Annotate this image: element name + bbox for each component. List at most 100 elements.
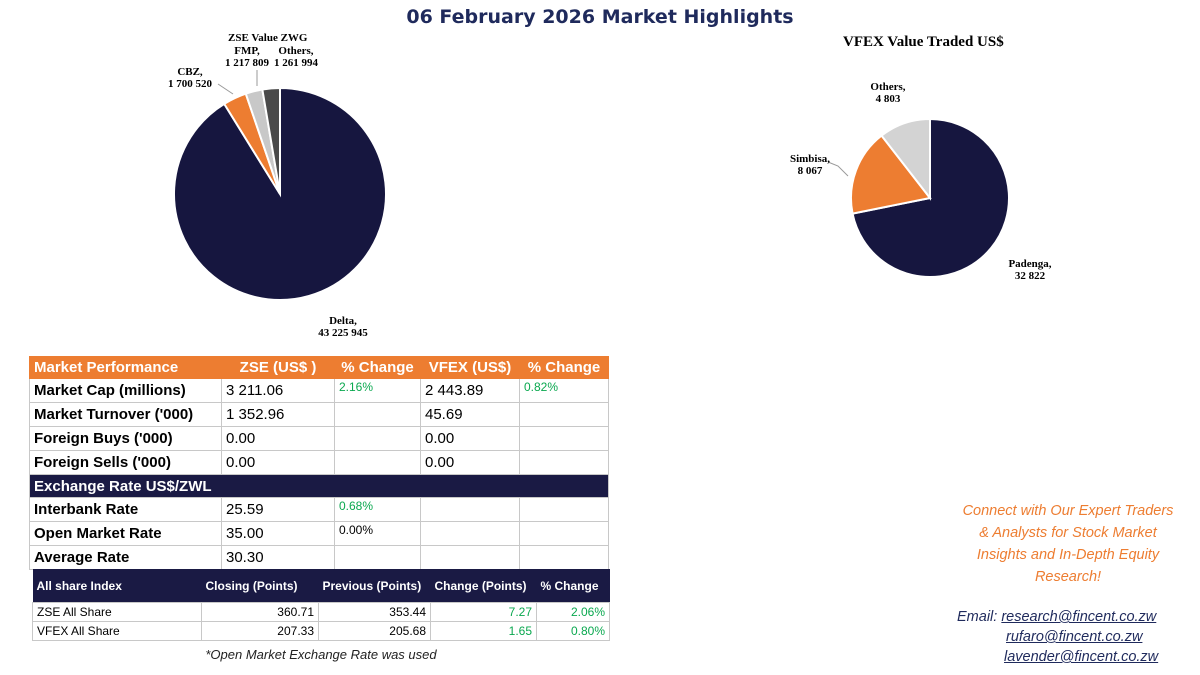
table-row: Open Market Rate 35.00 0.00% (29, 521, 609, 546)
slice-label-value: 8 067 (798, 165, 823, 177)
table-row: Average Rate 30.30 (29, 545, 609, 570)
leader-line (217, 83, 234, 95)
slice-label-name: FMP, (234, 45, 260, 57)
market-performance-table: Market Performance ZSE (US$ ) % Change V… (29, 356, 609, 570)
table-row: ZSE All Share 360.71 353.44 7.27 2.06% (32, 602, 610, 622)
slice-label-value: 1 261 994 (274, 57, 319, 69)
zse-chart-title: ZSE Value ZWG (228, 32, 308, 44)
vfex-value: 45.69 (420, 402, 520, 427)
slice-label-name: Delta, (329, 315, 357, 327)
header-cell: % Change (334, 356, 421, 379)
percent-change: 2.06% (536, 602, 610, 622)
empty-cell (420, 545, 520, 570)
zse-value: 0.00 (221, 426, 335, 451)
zse-change (334, 426, 421, 451)
vfex-change (519, 402, 609, 427)
zse-change: 2.16% (334, 378, 421, 403)
rate-value: 30.30 (221, 545, 335, 570)
market-table-header: Market Performance ZSE (US$ ) % Change V… (29, 356, 609, 379)
rate-change: 0.00% (334, 521, 421, 546)
row-label: Average Rate (29, 545, 222, 570)
rate-change: 0.68% (334, 497, 421, 522)
rate-value: 35.00 (221, 521, 335, 546)
footnote: *Open Market Exchange Rate was used (205, 647, 437, 662)
vfex-change (519, 426, 609, 451)
header-cell: Closing (Points) (201, 569, 319, 603)
empty-cell (420, 521, 520, 546)
email-label: Email: (957, 609, 1002, 625)
empty-cell (420, 497, 520, 522)
zse-value: 3 211.06 (221, 378, 335, 403)
slice-label-name: Others, (870, 81, 905, 93)
row-label: Open Market Rate (29, 521, 222, 546)
zse-value: 0.00 (221, 450, 335, 475)
zse-change (334, 450, 421, 475)
zse-value: 1 352.96 (221, 402, 335, 427)
previous-points: 205.68 (318, 621, 431, 641)
slice-label-value: 4 803 (876, 93, 901, 105)
rate-value: 25.59 (221, 497, 335, 522)
rate-change (334, 545, 421, 570)
row-label: Market Turnover ('000) (29, 402, 222, 427)
vfex-chart-title: VFEX Value Traded US$ (843, 34, 1004, 50)
promo-line: Connect with Our Expert Traders (962, 503, 1174, 519)
email-link-rufaro[interactable]: rufaro@fincent.co.zw (1006, 629, 1143, 645)
table-row: Market Turnover ('000) 1 352.96 45.69 (29, 402, 609, 427)
closing-points: 360.71 (201, 602, 319, 622)
slice-label-name: Simbisa, (790, 153, 830, 165)
promo-line: Insights and In-Depth Equity (976, 547, 1160, 563)
index-name: ZSE All Share (32, 602, 202, 622)
pie-slice-others (261, 86, 281, 195)
contact-emails: Email: research@fincent.co.zw rufaro@fin… (940, 607, 1180, 667)
header-cell: % Change (519, 356, 609, 379)
slice-label-value: 1 217 809 (225, 57, 270, 69)
table-row: Foreign Buys ('000) 0.00 0.00 (29, 426, 609, 451)
row-label: Market Cap (millions) (29, 378, 222, 403)
table-row: Foreign Sells ('000) 0.00 0.00 (29, 450, 609, 475)
slice-label-name: Others, (278, 45, 313, 57)
empty-cell (519, 545, 609, 570)
email-link-lavender[interactable]: lavender@fincent.co.zw (1004, 649, 1159, 665)
header-cell: ZSE (US$ ) (221, 356, 335, 379)
header-cell: % Change (536, 569, 610, 603)
change-points: 7.27 (430, 602, 537, 622)
slice-label-value: 1 700 520 (168, 78, 213, 90)
vfex-pie-chart: Padenga,32 822 Simbisa,8 067 Others,4 803 (790, 81, 1052, 282)
table-row: Interbank Rate 25.59 0.68% (29, 497, 609, 522)
empty-cell (519, 521, 609, 546)
slice-label-name: CBZ, (177, 66, 203, 78)
header-cell: Change (Points) (430, 569, 537, 603)
zse-change (334, 402, 421, 427)
promo-line: Research! (1034, 569, 1102, 585)
row-label: Interbank Rate (29, 497, 222, 522)
exchange-rate-header: Exchange Rate US$/ZWL (29, 474, 609, 498)
table-row: Market Cap (millions) 3 211.06 2.16% 2 4… (29, 378, 609, 403)
percent-change: 0.80% (536, 621, 610, 641)
header-cell: VFEX (US$) (420, 356, 520, 379)
vfex-value: 2 443.89 (420, 378, 520, 403)
slice-label-value: 43 225 945 (318, 327, 368, 339)
row-label: Foreign Buys ('000) (29, 426, 222, 451)
zse-pie-chart: Delta,43 225 945 CBZ,1 700 520 FMP,1 217 8… (168, 45, 387, 339)
index-table-header: All share Index Closing (Points) Previou… (32, 569, 610, 603)
pie-slice-simbisa (850, 134, 932, 215)
email-link-research[interactable]: research@fincent.co.zw (1001, 609, 1157, 625)
promo-line: & Analysts for Stock Market (979, 525, 1157, 541)
header-cell: All share Index (32, 569, 202, 603)
exchange-rate-title: Exchange Rate US$/ZWL (29, 474, 609, 498)
slice-label-value: 32 822 (1015, 270, 1046, 282)
vfex-change (519, 450, 609, 475)
vfex-value: 0.00 (420, 426, 520, 451)
table-row: VFEX All Share 207.33 205.68 1.65 0.80% (32, 621, 610, 641)
change-points: 1.65 (430, 621, 537, 641)
all-share-index-table: All share Index Closing (Points) Previou… (32, 569, 610, 641)
header-cell: Previous (Points) (318, 569, 431, 603)
empty-cell (519, 497, 609, 522)
slice-label-name: Padenga, (1008, 258, 1051, 270)
leader-line (827, 161, 849, 177)
promo-text: Connect with Our Expert Traders & Analys… (948, 500, 1188, 588)
vfex-value: 0.00 (420, 450, 520, 475)
previous-points: 353.44 (318, 602, 431, 622)
pie-slice-others (880, 117, 931, 201)
page-title: 06 February 2026 Market Highlights (406, 6, 794, 28)
